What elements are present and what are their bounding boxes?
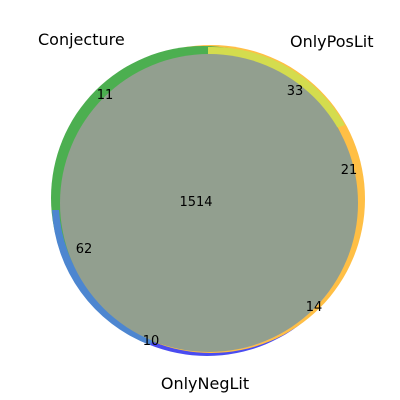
count-all-three: 1514	[179, 195, 212, 210]
set-label-conjecture: Conjecture	[38, 30, 125, 49]
count-onlyneglit-only: 10	[143, 334, 160, 349]
count-onlyposlit-onlyneglit: 14	[306, 300, 323, 315]
count-conjecture-only: 11	[97, 88, 114, 103]
count-conjecture-onlyneglit: 62	[76, 242, 93, 257]
set-label-onlyneglit: OnlyNegLit	[161, 374, 249, 393]
count-conjecture-onlyposlit: 21	[341, 163, 358, 178]
count-onlyposlit-only: 33	[287, 84, 304, 99]
set-label-onlyposlit: OnlyPosLit	[290, 32, 373, 51]
